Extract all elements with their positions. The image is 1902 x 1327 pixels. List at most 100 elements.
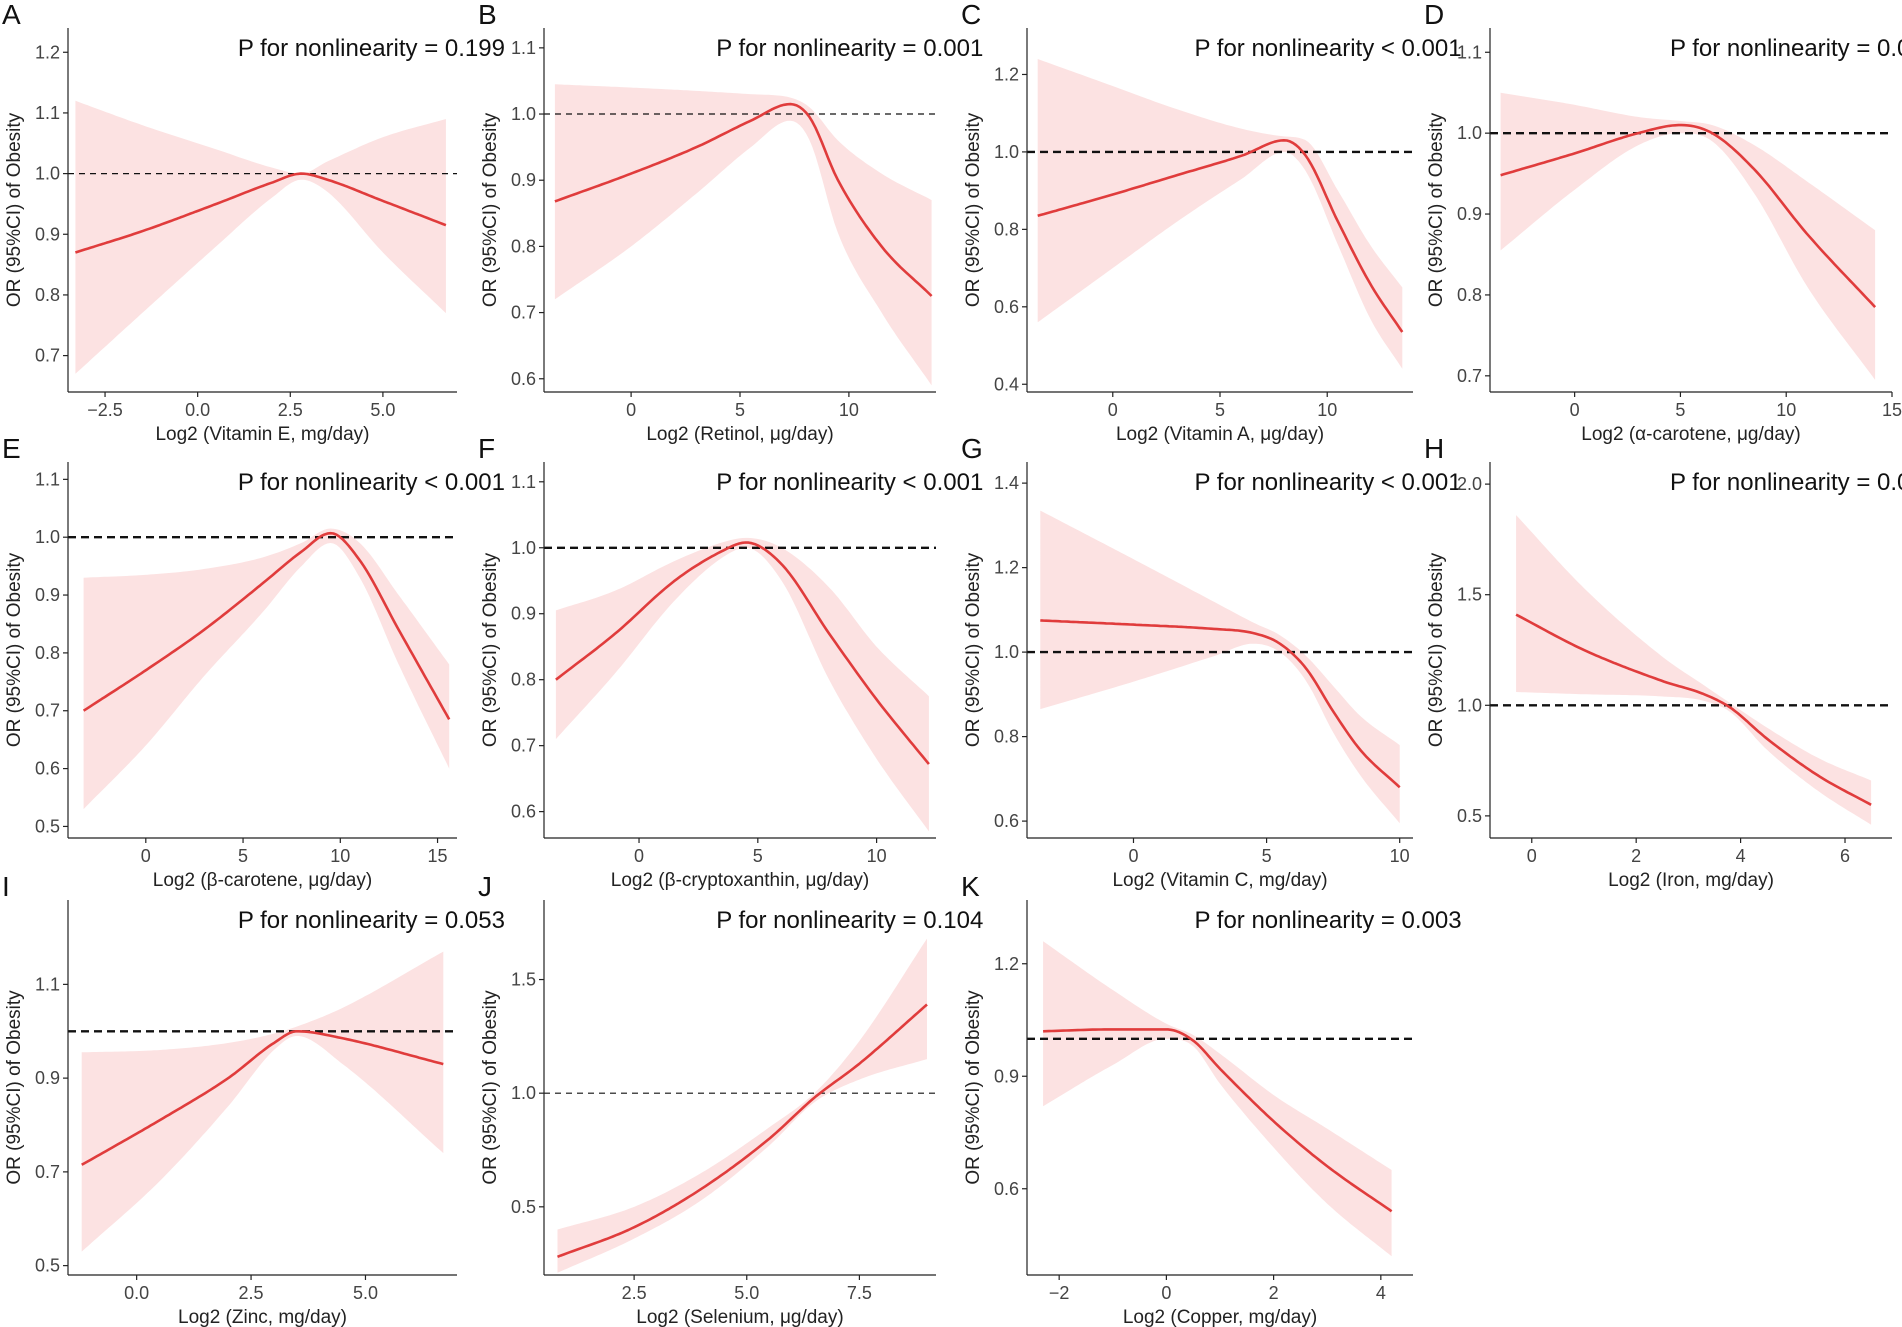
y-tick-label: 1.0: [511, 104, 536, 124]
x-axis-title: Log2 (Zinc, mg/day): [178, 1307, 347, 1327]
panel-letter: E: [2, 433, 21, 464]
y-tick-label: 0.8: [1457, 285, 1482, 305]
y-tick-label: 0.8: [511, 670, 536, 690]
or-line: [554, 102, 933, 297]
ci-band: [1040, 510, 1400, 824]
x-tick-label: 0: [1108, 400, 1118, 420]
x-axis-title: Log2 (Vitamin A, μg/day): [1116, 424, 1324, 445]
x-tick-label: 6: [1840, 846, 1850, 866]
y-axis-title: OR (95%CI) of Obesity: [963, 112, 984, 307]
ci-band: [1043, 941, 1392, 1257]
y-tick-label: 0.6: [994, 1179, 1019, 1199]
x-tick-label: 4: [1736, 846, 1746, 866]
x-tick-label: −2.5: [87, 400, 123, 420]
y-tick-label: 0.9: [1457, 204, 1482, 224]
panel-title: P for nonlinearity < 0.001: [1195, 469, 1462, 496]
y-tick-label: 1.1: [35, 469, 60, 489]
x-axis-title: Log2 (Vitamin E, mg/day): [155, 424, 369, 445]
x-tick-label: 0: [1527, 846, 1537, 866]
panel-title: P for nonlinearity = 0.001: [1670, 35, 1902, 62]
panel-letter: I: [2, 871, 10, 902]
x-tick-label: 10: [1317, 400, 1337, 420]
or-line: [1043, 1028, 1393, 1213]
ci-band: [555, 537, 929, 832]
y-tick-label: 1.0: [35, 527, 60, 547]
y-tick-label: 1.0: [511, 1083, 536, 1103]
y-tick-label: 1.0: [35, 164, 60, 184]
y-tick-label: 0.8: [35, 285, 60, 305]
x-tick-label: −2: [1049, 1283, 1070, 1303]
y-axis-title: OR (95%CI) of Obesity: [963, 990, 984, 1185]
x-tick-label: 0.0: [124, 1283, 149, 1303]
y-tick-label: 0.6: [511, 802, 536, 822]
y-tick-label: 0.7: [35, 346, 60, 366]
panel-title: P for nonlinearity < 0.001: [1195, 35, 1462, 62]
panel-title: P for nonlinearity = 0.199: [238, 35, 505, 62]
y-tick-label: 0.5: [511, 1197, 536, 1217]
y-axis-title: OR (95%CI) of Obesity: [4, 112, 25, 307]
y-tick-label: 0.6: [994, 297, 1019, 317]
x-axis-title: Log2 (α-carotene, μg/day): [1581, 424, 1800, 445]
y-tick-label: 1.5: [511, 970, 536, 990]
y-tick-label: 0.6: [994, 811, 1019, 831]
y-tick-label: 1.1: [511, 38, 536, 58]
x-tick-label: 0.0: [185, 400, 210, 420]
x-tick-label: 4: [1376, 1283, 1386, 1303]
x-tick-label: 5: [1215, 400, 1225, 420]
x-axis-title: Log2 (Vitamin C, mg/day): [1112, 870, 1327, 891]
x-axis-title: Log2 (Selenium, μg/day): [636, 1307, 843, 1327]
ci-band: [83, 528, 450, 810]
x-tick-label: 5: [753, 846, 763, 866]
ci-band: [1500, 92, 1876, 380]
y-tick-label: 1.4: [994, 473, 1019, 493]
y-tick-label: 1.0: [1457, 123, 1482, 143]
panel-d: 0.7 0.8 0.9 1.0 1.1 0 5 10 15 Log2 (α-carotene, μ…: [1424, 0, 1902, 445]
x-tick-label: 10: [1390, 846, 1410, 866]
y-tick-label: 0.8: [511, 236, 536, 256]
x-tick-label: 5.0: [370, 400, 395, 420]
panel-b: 0.6 0.7 0.8 0.9 1.0 1.1 0 5 10 Log2 (Retinol, μg/…: [478, 0, 983, 445]
x-tick-label: 0: [1161, 1283, 1171, 1303]
y-axis-title: OR (95%CI) of Obesity: [1426, 552, 1447, 747]
panel-letter: K: [961, 871, 980, 902]
x-tick-label: 5.0: [353, 1283, 378, 1303]
ci-band: [557, 938, 927, 1273]
y-tick-label: 0.9: [511, 170, 536, 190]
y-axis-title: OR (95%CI) of Obesity: [4, 990, 25, 1185]
y-axis-title: OR (95%CI) of Obesity: [480, 112, 501, 307]
y-tick-label: 1.5: [1457, 585, 1482, 605]
panel-c: 0.4 0.6 0.8 1.0 1.2 0 5 10 Log2 (Vitamin A, μg/d…: [961, 0, 1462, 445]
x-tick-label: 5.0: [734, 1283, 759, 1303]
panel-title: P for nonlinearity = 0.003: [1195, 907, 1462, 934]
x-tick-label: 0: [141, 846, 151, 866]
panel-title: P for nonlinearity = 0.009: [1670, 469, 1902, 496]
y-tick-label: 0.9: [35, 585, 60, 605]
y-tick-label: 0.6: [511, 369, 536, 389]
y-tick-label: 1.0: [1457, 695, 1482, 715]
ci-band: [1037, 59, 1403, 369]
x-axis-title: Log2 (β-carotene, μg/day): [153, 870, 372, 891]
panel-k: 0.6 0.9 1.2 −2 0 2 4 Log2 (Copper, mg/day) OR (9…: [961, 871, 1462, 1327]
panel-letter: B: [478, 0, 497, 30]
panel-h: 0.5 1.0 1.5 2.0 0 2 4 6 Log2 (Iron, mg/day) OR (9…: [1424, 433, 1902, 891]
panel-e: 0.5 0.6 0.7 0.8 0.9 1.0 1.1 0 5 10 15 Log2 (β-carot…: [2, 433, 505, 891]
y-tick-label: 2.0: [1457, 474, 1482, 494]
y-tick-label: 1.1: [35, 103, 60, 123]
y-tick-label: 1.0: [511, 538, 536, 558]
panel-letter: D: [1424, 0, 1444, 30]
panel-letter: A: [2, 0, 21, 30]
or-line: [1040, 619, 1401, 789]
y-tick-label: 1.1: [35, 974, 60, 994]
y-tick-label: 0.6: [35, 759, 60, 779]
x-tick-label: 10: [839, 400, 859, 420]
y-tick-label: 0.5: [35, 816, 60, 836]
y-tick-label: 1.0: [994, 642, 1019, 662]
or-line: [557, 1003, 928, 1259]
or-line: [1037, 139, 1404, 333]
panel-g: 0.6 0.8 1.0 1.2 1.4 0 5 10 Log2 (Vitamin C, mg/d…: [961, 433, 1462, 891]
y-tick-label: 0.7: [511, 736, 536, 756]
y-tick-label: 1.2: [994, 64, 1019, 84]
x-tick-label: 10: [1776, 400, 1796, 420]
